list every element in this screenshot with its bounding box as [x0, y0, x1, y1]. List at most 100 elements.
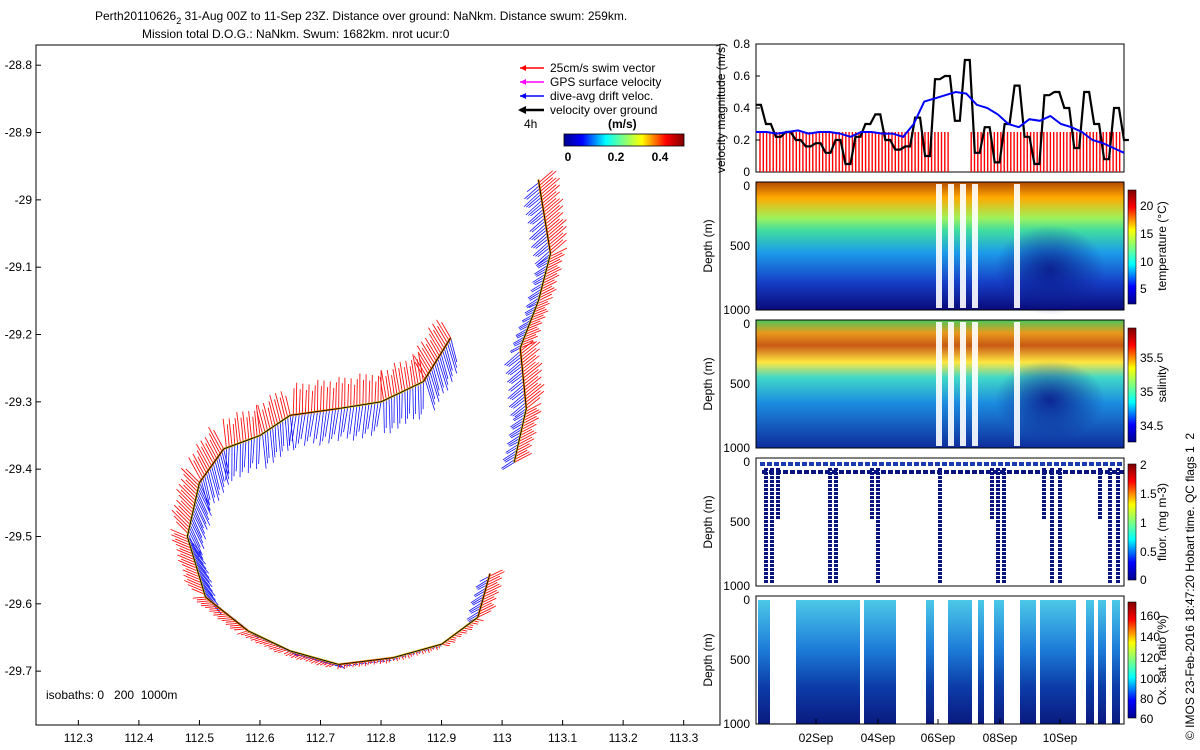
swim-vector	[386, 369, 393, 397]
drift-vector	[518, 319, 532, 329]
fluor-surface-sample	[900, 462, 905, 466]
swim-vector	[196, 450, 209, 471]
fluor-sample	[1002, 564, 1006, 567]
swim-vector	[478, 605, 497, 615]
swim-vector	[544, 205, 560, 219]
fluor-sample	[828, 500, 832, 503]
fluor-sample	[770, 488, 774, 491]
swim-vector	[234, 628, 246, 631]
drift-vector	[297, 413, 303, 444]
fluor-sample	[876, 488, 880, 491]
swim-vector	[525, 390, 541, 403]
fluor-sample	[990, 476, 994, 479]
swim-vector	[182, 569, 200, 578]
fluor-sample	[776, 468, 780, 471]
drift-vector	[524, 306, 537, 314]
drift-vector	[284, 418, 289, 451]
swim-vector	[304, 389, 307, 414]
temperature-panel: Depth (m) 0 500 1000 20 15 10 5 temperat…	[701, 179, 1169, 317]
fluor-sample	[938, 568, 942, 571]
fluor-sample	[764, 476, 768, 479]
fluor-sample	[990, 504, 994, 507]
fluor-surface-sample	[1047, 462, 1052, 466]
drift-vector	[209, 468, 220, 501]
drift-vector	[204, 475, 211, 500]
fluor-surface-sample	[1019, 462, 1024, 466]
fluor-sample	[1116, 476, 1120, 479]
swim-vector	[175, 543, 192, 552]
drift-vector	[190, 547, 204, 565]
swim-vector	[437, 325, 448, 344]
fluor-sample	[990, 492, 994, 495]
fluor-sample	[828, 552, 832, 555]
fluor-sample	[876, 552, 880, 555]
fluor-sample	[1108, 580, 1112, 583]
swim-vector	[548, 252, 563, 261]
fluor-sample	[996, 532, 1000, 535]
swim-vector	[417, 351, 431, 372]
fluor-surface-sample	[888, 470, 893, 474]
fluor-sample	[834, 556, 838, 559]
swim-vector	[217, 617, 232, 620]
fluor-sample	[996, 544, 1000, 547]
drift-vector	[510, 402, 526, 416]
fluor-sample	[1050, 524, 1054, 527]
swim-vector	[201, 446, 212, 467]
swim-vector	[484, 583, 500, 592]
drift-vector	[309, 411, 315, 437]
fluor-sample	[1042, 504, 1046, 507]
colorbar-unit-label: (m/s)	[608, 117, 637, 131]
drift-vector	[531, 220, 546, 233]
profile-gap	[936, 322, 942, 446]
fluor-surface-sample	[1028, 470, 1033, 474]
swim-vector	[181, 564, 198, 572]
fluor-sample	[996, 572, 1000, 575]
fluor-surface-sample	[1096, 462, 1101, 466]
fluor-sample	[1108, 484, 1112, 487]
fluor-sample	[876, 504, 880, 507]
fluor-sample	[1050, 532, 1054, 535]
fluor-surface-sample	[1049, 470, 1054, 474]
fluor-sample	[770, 484, 774, 487]
fluor-sample	[770, 536, 774, 539]
fluor-sample	[996, 524, 1000, 527]
fluor-surface-sample	[1040, 462, 1045, 466]
drift-vector	[195, 497, 211, 526]
fluor-cbar-label: fluor. (mg m-3)	[1155, 483, 1169, 561]
swim-vector	[228, 418, 233, 446]
fluor-sample	[770, 540, 774, 543]
map-x-ticks: 112.3 112.4 112.5 112.6 112.7 112.8 112.9 113 11…	[64, 720, 699, 745]
fluor-surface-sample	[977, 462, 982, 466]
fluor-sample	[1002, 576, 1006, 579]
fluor-sample	[764, 468, 768, 471]
swim-vector	[262, 409, 268, 431]
oxygen-profile-block	[1086, 600, 1094, 724]
drift-vector	[437, 358, 449, 391]
fluor-sample	[996, 500, 1000, 503]
drift-vector	[529, 211, 544, 225]
swim-vector	[520, 341, 541, 358]
swim-vector	[171, 539, 191, 549]
fluor-sample	[828, 544, 832, 547]
fluor-tick-500: 500	[730, 515, 750, 529]
drift-vector	[267, 430, 270, 458]
fluor-sample	[764, 560, 768, 563]
drift-vector	[467, 614, 479, 621]
fluor-sample	[1108, 564, 1112, 567]
drift-vector	[523, 191, 541, 208]
drift-vector	[512, 336, 525, 344]
swim-vector	[522, 361, 536, 373]
fluor-sample	[1116, 516, 1120, 519]
fluor-depth-label: Depth (m)	[701, 495, 715, 548]
drift-vector	[530, 206, 544, 217]
track-ground-vector	[537, 179, 551, 254]
fluor-sample	[828, 580, 832, 583]
swim-vector	[523, 369, 539, 382]
fluor-sample	[834, 500, 838, 503]
swim-vector	[213, 613, 227, 616]
fluor-sample	[996, 576, 1000, 579]
drift-vector	[524, 185, 540, 200]
drift-vector	[272, 427, 276, 458]
swim-vector	[525, 328, 540, 335]
drift-vector	[250, 438, 252, 469]
